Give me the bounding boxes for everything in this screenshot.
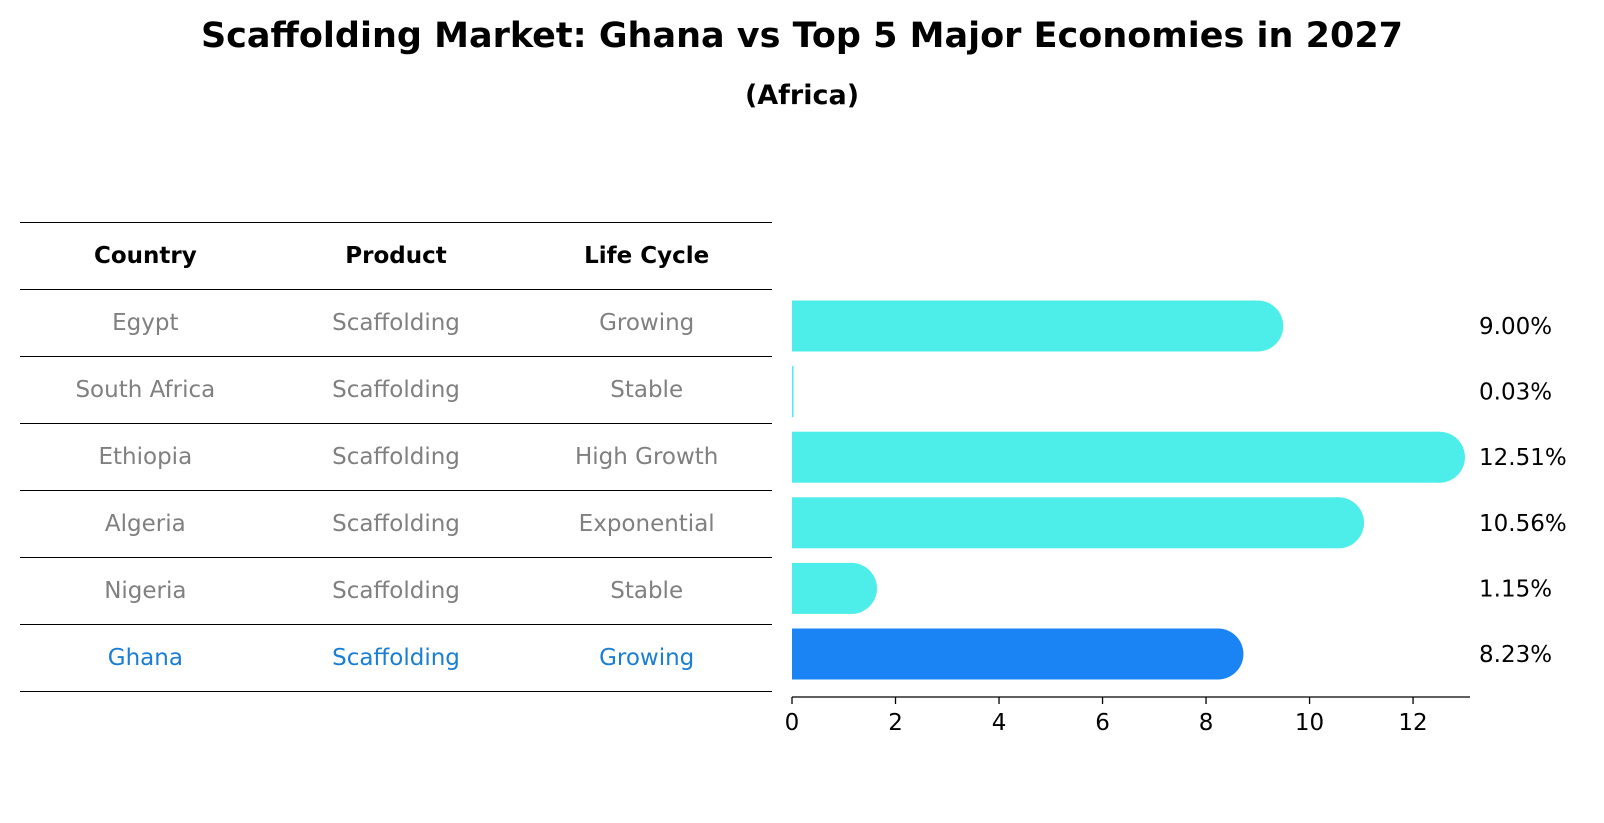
- cell-product: Scaffolding: [332, 578, 460, 604]
- x-tick-label: 6: [1095, 710, 1110, 736]
- x-tick-label: 8: [1199, 710, 1214, 736]
- cell-country: Ethiopia: [98, 444, 193, 470]
- table-row-highlight: Ghana Scaffolding Growing: [20, 624, 772, 692]
- chart-title: Scaffolding Market: Ghana vs Top 5 Major…: [200, 16, 1404, 56]
- cell-life-cycle: Exponential: [578, 511, 715, 537]
- table-row: Ethiopia Scaffolding High Growth: [20, 423, 772, 490]
- cell-life-cycle: Stable: [610, 578, 684, 604]
- bar-algeria: [792, 497, 1365, 549]
- bar-value-label: 0.03%: [1479, 380, 1552, 406]
- bar-value-label: 10.56%: [1479, 511, 1567, 537]
- cell-product: Scaffolding: [332, 377, 460, 403]
- x-tick-label: 2: [888, 710, 903, 736]
- cell-product: Scaffolding: [332, 511, 460, 537]
- bar-ghana: [792, 628, 1244, 680]
- cell-product: Scaffolding: [332, 310, 460, 336]
- bar-nigeria: [792, 562, 878, 614]
- cell-life-cycle: High Growth: [574, 444, 719, 470]
- bar-egypt: [792, 300, 1284, 352]
- cell-life-cycle: Growing: [599, 645, 695, 671]
- table-row: South Africa Scaffolding Stable: [20, 356, 772, 423]
- table-row: Algeria Scaffolding Exponential: [20, 490, 772, 557]
- cell-life-cycle: Growing: [599, 310, 695, 336]
- header-life-cycle: Life Cycle: [584, 243, 710, 269]
- header-country: Country: [93, 243, 197, 269]
- cell-product: Scaffolding: [332, 645, 460, 671]
- cell-country: Egypt: [112, 310, 179, 336]
- cell-country: Nigeria: [104, 578, 187, 604]
- table-row: Nigeria Scaffolding Stable: [20, 557, 772, 624]
- cell-country: Ghana: [107, 645, 183, 671]
- table-header-row: Country Product Life Cycle: [20, 222, 772, 289]
- bar-value-label: 8.23%: [1479, 642, 1552, 668]
- chart-subtitle: (Africa): [744, 80, 860, 111]
- x-tick-label: 12: [1398, 710, 1427, 736]
- bar-ethiopia: [792, 431, 1465, 483]
- header-product: Product: [345, 243, 447, 269]
- bar-value-label: 9.00%: [1479, 314, 1552, 340]
- x-tick-label: 10: [1295, 710, 1324, 736]
- cell-country: Algeria: [104, 511, 186, 537]
- x-tick-label: 4: [992, 710, 1007, 736]
- x-tick-label: 0: [785, 710, 800, 736]
- bar-value-label: 1.15%: [1479, 576, 1552, 602]
- country-table: Country Product Life Cycle Egypt Scaffol…: [20, 222, 772, 692]
- cell-life-cycle: Stable: [610, 377, 684, 403]
- cell-country: South Africa: [75, 377, 216, 403]
- cell-product: Scaffolding: [332, 444, 460, 470]
- bar-value-label: 12.51%: [1479, 445, 1567, 471]
- table-row: Egypt Scaffolding Growing: [20, 289, 772, 356]
- bar-south-africa: [792, 366, 794, 418]
